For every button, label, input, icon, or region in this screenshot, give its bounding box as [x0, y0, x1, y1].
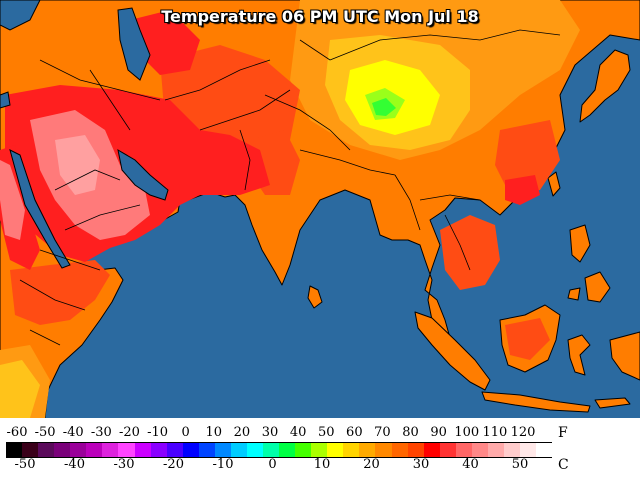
fahrenheit-tick-label: -10	[147, 425, 169, 440]
legend-swatch	[6, 443, 23, 457]
zone-green-cold	[372, 98, 396, 116]
map-title: Temperature 06 PM UTC Mon Jul 18	[161, 7, 479, 26]
legend-swatch	[263, 443, 280, 457]
caspian-sea	[117, 7, 151, 81]
legend-swatch	[375, 443, 392, 457]
celsius-tick-label: -10	[212, 457, 234, 472]
legend-swatch	[150, 443, 167, 457]
fahrenheit-tick-label: 10	[205, 425, 223, 440]
celsius-tick-label: 20	[363, 457, 380, 472]
legend-swatch	[86, 443, 103, 457]
celsius-tick-label: 30	[412, 457, 430, 472]
zone-orange-red-china-south	[495, 120, 560, 195]
fahrenheit-unit-label: F	[558, 425, 568, 441]
legend-swatch	[471, 443, 488, 457]
legend-swatch	[407, 443, 424, 457]
fahrenheit-tick-label: 50	[317, 425, 335, 440]
legend-swatch	[455, 443, 472, 457]
legend-swatch	[118, 443, 135, 457]
legend-swatch	[38, 443, 55, 457]
legend-swatch	[134, 443, 151, 457]
color-scale-bar	[6, 442, 553, 458]
fahrenheit-tick-label: 120	[510, 425, 536, 440]
celsius-tick-label: -20	[163, 457, 184, 472]
bay-of-bengal-gulf	[0, 91, 11, 109]
legend-swatch	[520, 443, 537, 457]
legend-swatch	[166, 443, 183, 457]
fahrenheit-tick-label: -20	[118, 425, 140, 440]
inland-seas	[0, 0, 169, 269]
celsius-tick-label: -40	[64, 457, 85, 472]
legend-swatch	[279, 443, 296, 457]
legend-swatch	[182, 443, 199, 457]
fahrenheit-tick-label: 20	[233, 425, 251, 440]
legend-swatch	[343, 443, 360, 457]
legend-swatch	[439, 443, 456, 457]
fahrenheit-tick-label: 60	[346, 425, 363, 440]
legend-swatch	[327, 443, 344, 457]
legend-swatch	[391, 443, 408, 457]
mediterranean-edge	[0, 0, 41, 31]
zone-yellow-east-africa	[0, 360, 40, 418]
fahrenheit-tick-label: -50	[34, 425, 56, 440]
fahrenheit-tick-label: 110	[482, 425, 508, 440]
celsius-tick-label: 0	[268, 457, 277, 472]
zone-orange-red-se-asia	[440, 215, 500, 290]
fahrenheit-tick-label: 70	[374, 425, 391, 440]
legend-swatch	[246, 443, 263, 457]
celsius-tick-label: 10	[313, 457, 331, 472]
zone-red-china-coast	[505, 175, 540, 205]
celsius-tick-label: -50	[14, 457, 36, 472]
temperature-zones	[0, 0, 580, 418]
legend-swatch	[311, 443, 328, 457]
fahrenheit-tick-label: -30	[90, 425, 112, 440]
fahrenheit-tick-label: -60	[6, 425, 28, 440]
fahrenheit-tick-label: 100	[454, 425, 480, 440]
legend-swatch	[295, 443, 312, 457]
fahrenheit-tick-label: 0	[181, 425, 190, 440]
legend-swatch	[359, 443, 376, 457]
zone-orange-red-east-africa	[10, 260, 110, 325]
zone-orange-red-borneo	[505, 318, 550, 360]
fahrenheit-tick-label: 90	[430, 425, 447, 440]
celsius-tick-label: 50	[511, 457, 529, 472]
temperature-map: Temperature 06 PM UTC Mon Jul 18	[0, 0, 640, 418]
fahrenheit-tick-label: 80	[402, 425, 419, 440]
fahrenheit-tick-label: 40	[289, 425, 307, 440]
legend-swatch	[487, 443, 504, 457]
fahrenheit-tick-label: -40	[62, 425, 84, 440]
celsius-tick-label: 40	[462, 457, 479, 472]
legend-swatch	[214, 443, 231, 457]
legend-swatch	[22, 443, 39, 457]
legend-swatch	[503, 443, 520, 457]
legend-swatch	[54, 443, 71, 457]
legend-swatch	[102, 443, 119, 457]
persian-gulf	[117, 149, 169, 201]
legend-swatch	[536, 443, 553, 457]
legend-swatch	[423, 443, 440, 457]
red-sea	[9, 149, 71, 269]
temperature-legend: -60 -50 -40 -30 -20 -10 0 10 20 30 40 50 60 70 80 90 100…	[0, 418, 640, 480]
celsius-tick-label: -30	[113, 457, 135, 472]
legend-swatch	[70, 443, 87, 457]
fahrenheit-tick-label: 30	[261, 425, 279, 440]
zone-very-hot-africa	[0, 160, 25, 240]
celsius-unit-label: C	[558, 457, 569, 473]
zone-very-hot-core	[55, 135, 100, 195]
country-borders	[19, 29, 561, 346]
legend-swatch	[230, 443, 247, 457]
legend-swatch	[198, 443, 215, 457]
